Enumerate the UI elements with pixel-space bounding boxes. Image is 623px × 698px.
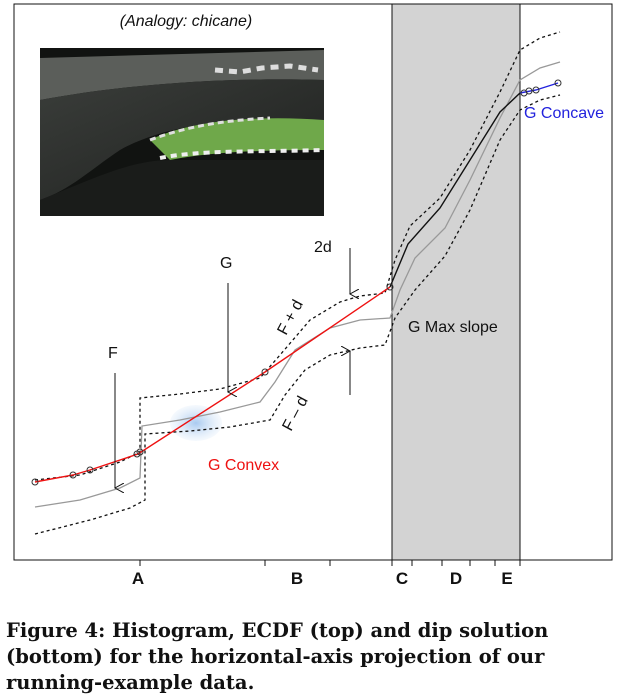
label-g-max-slope: G Max slope <box>408 319 498 336</box>
x-label-b: B <box>291 569 303 588</box>
modal-interval-shade <box>391 3 521 561</box>
x-label-d: D <box>450 569 462 588</box>
knot-points <box>31 79 562 486</box>
x-label-e: E <box>501 569 512 588</box>
upper-band-f-plus-d <box>34 31 561 481</box>
g-max-slope-line <box>389 92 521 288</box>
label-g: G <box>220 255 232 272</box>
x-axis-ticks <box>139 560 521 566</box>
x-label-c: C <box>396 569 408 588</box>
x-label-a: A <box>132 569 144 588</box>
label-g-convex: G Convex <box>208 457 279 474</box>
label-2d: 2d <box>314 239 332 256</box>
label-f: F <box>108 345 118 362</box>
density-blob <box>170 405 222 441</box>
dip-figure: (Analogy: chicane) F G 2d F + d F – d G … <box>13 3 613 588</box>
analogy-label: (Analogy: chicane) <box>120 13 253 30</box>
g-concave-line <box>519 82 559 94</box>
figure-caption: Figure 4: Histogram, ECDF (top) and dip … <box>6 619 549 694</box>
label-g-concave: G Concave <box>524 105 604 122</box>
lower-band-f-minus-d <box>34 94 561 535</box>
g-convex-line <box>34 286 391 483</box>
chicane-photo <box>40 48 325 216</box>
